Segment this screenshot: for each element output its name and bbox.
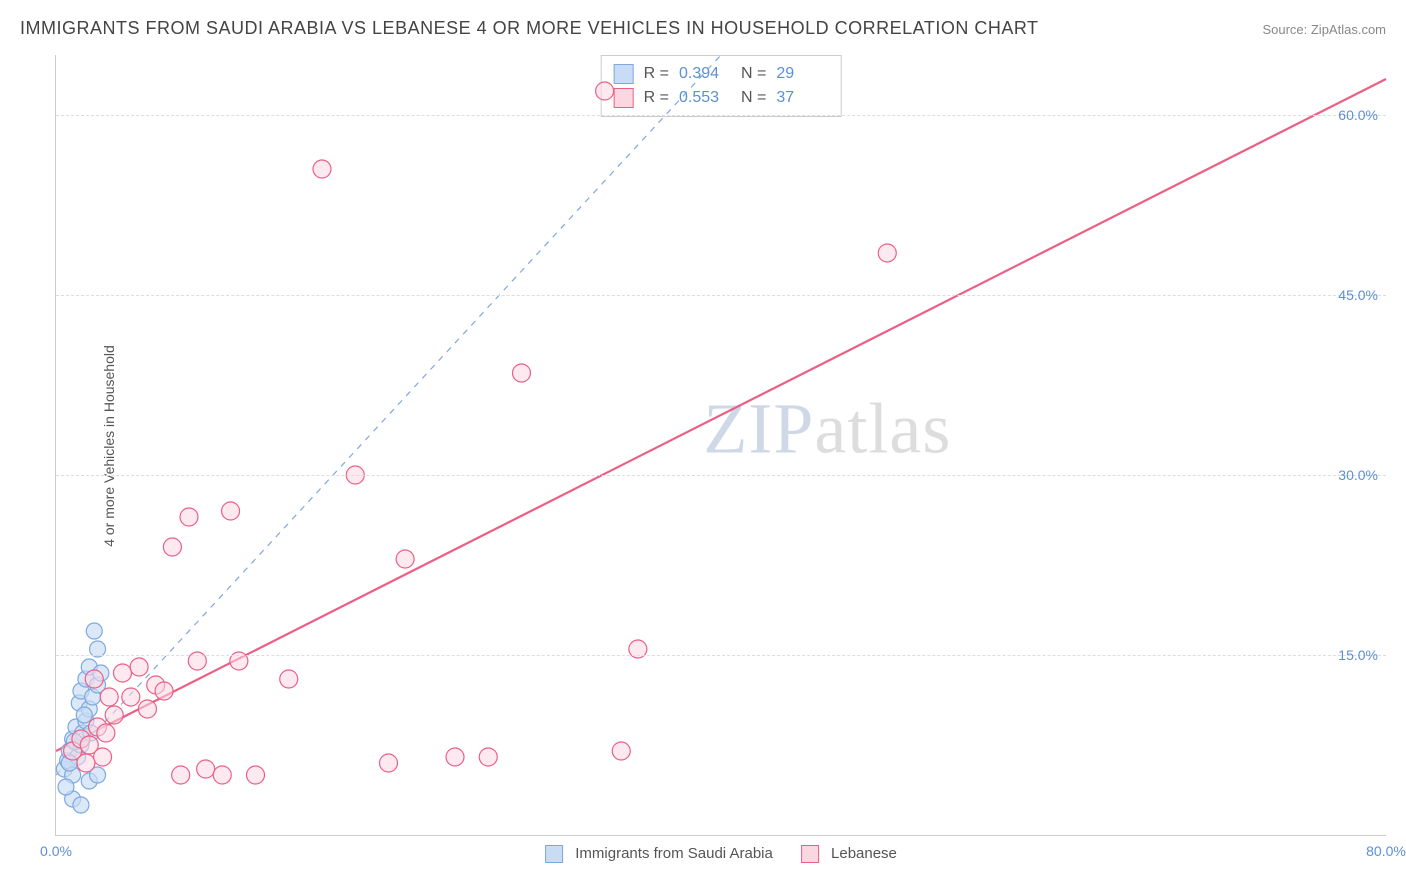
y-tick-label: 45.0% <box>1338 287 1378 303</box>
scatter-point-lebanese <box>313 160 331 178</box>
scatter-point-lebanese <box>513 364 531 382</box>
scatter-point-lebanese <box>596 82 614 100</box>
scatter-point-lebanese <box>130 658 148 676</box>
chart-title: IMMIGRANTS FROM SAUDI ARABIA VS LEBANESE… <box>20 18 1039 39</box>
scatter-point-lebanese <box>114 664 132 682</box>
scatter-point-lebanese <box>612 742 630 760</box>
scatter-point-lebanese <box>380 754 398 772</box>
y-tick-label: 30.0% <box>1338 467 1378 483</box>
source-attribution: Source: ZipAtlas.com <box>1262 22 1386 37</box>
gridline <box>56 655 1386 656</box>
scatter-point-lebanese <box>172 766 190 784</box>
scatter-point-lebanese <box>97 724 115 742</box>
x-tick-label: 0.0% <box>40 843 72 859</box>
plot-area: ZIPatlas R = 0.394 N = 29 R = 0.553 N = … <box>55 55 1386 836</box>
scatter-point-lebanese <box>446 748 464 766</box>
scatter-point-lebanese <box>105 706 123 724</box>
y-tick-label: 60.0% <box>1338 107 1378 123</box>
legend-label-lebanese: Lebanese <box>831 845 897 862</box>
scatter-point-lebanese <box>122 688 140 706</box>
scatter-point-lebanese <box>77 754 95 772</box>
scatter-point-lebanese <box>85 670 103 688</box>
chart-svg <box>56 55 1386 835</box>
scatter-point-lebanese <box>155 682 173 700</box>
scatter-point-lebanese <box>479 748 497 766</box>
gridline <box>56 475 1386 476</box>
trend-line-saudi <box>56 55 721 775</box>
scatter-point-saudi <box>76 707 92 723</box>
gridline <box>56 295 1386 296</box>
legend-item-saudi: Immigrants from Saudi Arabia <box>545 845 773 863</box>
legend-swatch-saudi-icon <box>545 845 563 863</box>
scatter-point-lebanese <box>163 538 181 556</box>
scatter-point-lebanese <box>222 502 240 520</box>
scatter-point-lebanese <box>213 766 231 784</box>
scatter-point-lebanese <box>180 508 198 526</box>
scatter-point-lebanese <box>878 244 896 262</box>
trend-line-lebanese <box>56 79 1386 751</box>
scatter-point-saudi <box>58 779 74 795</box>
x-tick-label: 80.0% <box>1366 843 1406 859</box>
bottom-legend: Immigrants from Saudi Arabia Lebanese <box>545 845 897 863</box>
scatter-point-lebanese <box>280 670 298 688</box>
y-tick-label: 15.0% <box>1338 647 1378 663</box>
scatter-point-saudi <box>86 623 102 639</box>
scatter-point-lebanese <box>138 700 156 718</box>
scatter-point-lebanese <box>100 688 118 706</box>
legend-label-saudi: Immigrants from Saudi Arabia <box>575 845 773 862</box>
scatter-point-lebanese <box>396 550 414 568</box>
legend-swatch-lebanese-icon <box>801 845 819 863</box>
gridline <box>56 115 1386 116</box>
scatter-point-lebanese <box>197 760 215 778</box>
scatter-point-lebanese <box>247 766 265 784</box>
scatter-point-lebanese <box>94 748 112 766</box>
legend-item-lebanese: Lebanese <box>801 845 897 863</box>
scatter-point-saudi <box>73 797 89 813</box>
